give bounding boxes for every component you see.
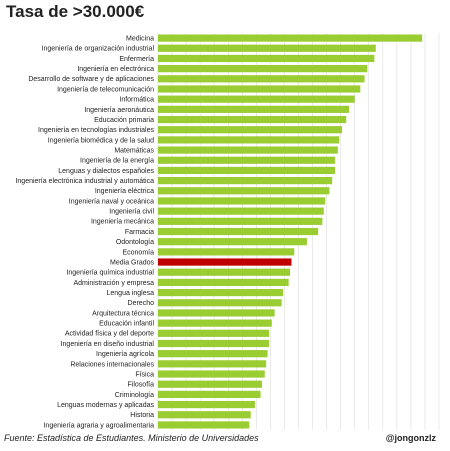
bar	[158, 75, 365, 83]
bar	[158, 278, 289, 287]
category-label: Ingeniería biomédica y de la salud	[48, 137, 154, 144]
bar	[158, 339, 269, 348]
bar	[158, 146, 338, 154]
bar	[158, 105, 350, 113]
bar	[158, 217, 323, 225]
category-label: Ingeniería naval y oceánica	[69, 198, 154, 205]
category-label: Filosofía	[128, 382, 155, 389]
source-note: Fuente: Estadística de Estudiantes. Mini…	[4, 433, 259, 443]
bar	[158, 299, 282, 307]
bars	[158, 34, 423, 429]
bar	[158, 85, 361, 93]
bar	[158, 126, 343, 134]
category-label: Derecho	[128, 300, 155, 307]
bar-chart: Medicina Ingeniería de organización indus…	[15, 33, 440, 430]
category-label: Media Grados	[110, 259, 154, 266]
bar	[158, 288, 284, 297]
category-label: Ingeniería civil	[109, 209, 154, 216]
category-label: Física	[135, 371, 154, 378]
category-label: Educación primaria	[94, 117, 154, 124]
bar	[158, 238, 307, 246]
bar	[158, 95, 355, 103]
category-label: Ingeniería electrónica industrial y auto…	[15, 178, 154, 185]
category-label: Actividad física y del deporte	[65, 331, 154, 338]
category-label: Ingeniería de la energía	[80, 158, 154, 165]
category-label: Informática	[119, 97, 154, 104]
category-labels: Medicina Ingeniería de organización indus…	[15, 35, 154, 429]
category-label: Relaciones internacionales	[70, 361, 154, 368]
bar	[158, 65, 368, 73]
category-label: Arquitectura técnica	[92, 310, 154, 317]
bar	[158, 319, 272, 327]
bar	[158, 360, 267, 368]
category-label: Desarrollo de software y de aplicaciones	[28, 76, 154, 83]
bar	[158, 187, 330, 195]
bar	[158, 421, 250, 429]
category-label: Ingeniería química industrial	[66, 270, 154, 277]
bar	[158, 329, 269, 337]
bar	[158, 34, 423, 42]
bar	[158, 268, 291, 276]
bar-highlight	[158, 258, 292, 266]
category-label: Matemáticas	[114, 147, 154, 154]
category-label: Ingeniería eléctrica	[95, 188, 154, 195]
bar	[158, 248, 295, 256]
category-label: Ingeniería en diseño industrial	[61, 341, 155, 348]
category-label: Economía	[122, 249, 154, 256]
category-label: Ingeniería agraria y agroalimentaria	[43, 422, 154, 429]
category-label: Lenguas modernas y aplicadas	[57, 402, 154, 409]
bar	[158, 136, 340, 144]
category-label: Enfermería	[119, 56, 154, 63]
category-label: Educación infantil	[99, 321, 154, 328]
category-label: Farmacia	[125, 229, 154, 236]
category-label: Ingeniería en electrónica	[77, 66, 154, 73]
bar	[158, 400, 255, 409]
bar	[158, 227, 319, 236]
category-label: Ingeniería aeronáutica	[84, 107, 154, 114]
bar	[158, 370, 265, 378]
bar	[158, 115, 347, 124]
bar	[158, 390, 261, 398]
bar	[158, 44, 376, 52]
author-handle: @jongonzlz	[385, 433, 436, 443]
category-label: Ingeniería agrícola	[96, 351, 154, 358]
category-label: Historia	[130, 412, 154, 419]
category-label: Ingeniería en tecnologías industriales	[38, 127, 154, 134]
category-label: Administración y empresa	[73, 280, 154, 287]
bar	[158, 380, 262, 388]
category-label: Lengua inglesa	[107, 290, 155, 297]
bar	[158, 54, 375, 63]
bar	[158, 156, 336, 164]
bar	[158, 166, 336, 175]
category-label: Ingeniería de organización industrial	[42, 46, 155, 53]
category-label: Medicina	[126, 35, 154, 42]
category-label: Odontología	[116, 239, 154, 246]
bar	[158, 350, 268, 358]
category-label: Criminología	[115, 392, 154, 399]
category-label: Lenguas y dialectos españoles	[58, 168, 154, 175]
bar	[158, 197, 326, 205]
category-label: Ingeniería de telecomunicación	[57, 86, 154, 93]
bar	[158, 177, 333, 185]
bar	[158, 411, 251, 419]
chart-title: Tasa de >30.000€	[6, 2, 145, 21]
bar	[158, 207, 324, 215]
bar	[158, 309, 275, 317]
category-label: Ingeniería mecánica	[91, 219, 154, 226]
